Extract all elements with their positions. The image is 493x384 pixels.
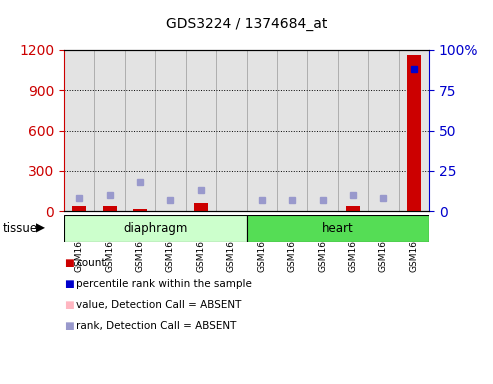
Bar: [368, 50, 398, 211]
Bar: [246, 50, 277, 211]
Bar: [277, 50, 307, 211]
Bar: [346, 206, 360, 211]
Bar: [125, 50, 155, 211]
Text: value, Detection Call = ABSENT: value, Detection Call = ABSENT: [76, 300, 242, 310]
Bar: [64, 50, 95, 211]
Bar: [72, 207, 86, 211]
Bar: [216, 50, 246, 211]
Bar: [133, 209, 147, 211]
Text: ▶: ▶: [36, 222, 45, 235]
Bar: [407, 55, 421, 211]
Bar: [95, 50, 125, 211]
Bar: [307, 50, 338, 211]
Text: ■: ■: [64, 258, 74, 268]
Text: GDS3224 / 1374684_at: GDS3224 / 1374684_at: [166, 17, 327, 31]
Text: ■: ■: [64, 279, 74, 289]
Text: rank, Detection Call = ABSENT: rank, Detection Call = ABSENT: [76, 321, 237, 331]
Bar: [398, 50, 429, 211]
Text: ■: ■: [64, 300, 74, 310]
Bar: [338, 50, 368, 211]
Bar: [246, 215, 429, 242]
Bar: [155, 50, 186, 211]
Bar: [64, 215, 246, 242]
Text: percentile rank within the sample: percentile rank within the sample: [76, 279, 252, 289]
Bar: [194, 203, 208, 211]
Text: diaphragm: diaphragm: [123, 222, 187, 235]
Bar: [103, 207, 116, 211]
Text: ■: ■: [64, 321, 74, 331]
Text: tissue: tissue: [2, 222, 37, 235]
Bar: [186, 50, 216, 211]
Text: heart: heart: [322, 222, 353, 235]
Text: count: count: [76, 258, 106, 268]
